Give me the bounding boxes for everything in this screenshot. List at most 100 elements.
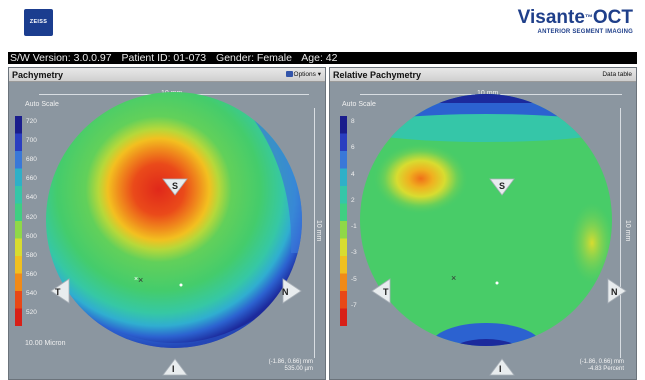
horizontal-dimension-label: 10 mm: [475, 90, 501, 98]
nasal-label: N: [282, 287, 289, 297]
left-color-scale: [15, 116, 22, 326]
crosshair-marker: ×: [134, 276, 138, 283]
scale-swatch: [340, 273, 347, 292]
scale-swatch: [15, 308, 22, 326]
patient-info-bar: S/W Version: 3.0.0.97 Patient ID: 01-073…: [8, 52, 637, 64]
scale-swatch: [340, 133, 347, 152]
panel-titlebar: Pachymetry Options ▾: [9, 68, 325, 82]
vertical-dimension-line: [620, 108, 621, 358]
temporal-label: T: [383, 287, 389, 297]
pachymetry-panel: Pachymetry Options ▾ Auto Scale 10 mm 10…: [8, 67, 326, 380]
cursor-readout: (-1.86, 0.66) mm 535.00 µm: [269, 359, 313, 373]
scale-swatch: [15, 116, 22, 134]
data-table-button[interactable]: Data table: [602, 71, 632, 78]
scale-swatch: [15, 203, 22, 222]
scale-tick-label: 560: [26, 270, 37, 278]
header: ZEISS Visante™OCT ANTERIOR SEGMENT IMAGI…: [0, 0, 645, 52]
relative-map-disc: [360, 94, 612, 346]
scale-step-label: 10.00 Micron: [25, 340, 66, 347]
options-icon: [285, 71, 293, 77]
scale-tick-label: -5: [351, 275, 357, 283]
scale-tick-label: -3: [351, 249, 357, 257]
scale-swatch: [340, 308, 347, 326]
center-marker-x: ×: [138, 275, 143, 285]
zeiss-logo: ZEISS: [24, 9, 53, 36]
panel-title: Relative Pachymetry: [333, 70, 422, 80]
apex-dot: [495, 281, 499, 285]
brand: Visante™OCT ANTERIOR SEGMENT IMAGING: [517, 7, 633, 36]
scale-swatch: [15, 221, 22, 239]
panel-title: Pachymetry: [12, 70, 64, 80]
scale-tick-label: 6: [351, 144, 355, 152]
scale-swatch: [15, 168, 22, 187]
nasal-label: N: [611, 287, 618, 297]
auto-scale-label: Auto Scale: [342, 101, 376, 108]
scale-tick-label: -7: [351, 301, 357, 309]
scale-tick-label: 2: [351, 196, 355, 204]
temporal-label: T: [55, 287, 61, 297]
scale-tick-label: -1: [351, 223, 357, 230]
panel-titlebar: Relative Pachymetry Data table: [330, 68, 636, 82]
options-button[interactable]: Options ▾: [285, 69, 321, 81]
scale-tick-label: 580: [26, 251, 37, 259]
center-marker-x: ×: [451, 273, 456, 283]
scale-swatch: [340, 203, 347, 222]
relative-pachymetry-panel: Relative Pachymetry Data table Auto Scal…: [329, 67, 637, 380]
relative-pachymetry-map[interactable]: × S I T N: [330, 83, 638, 380]
superior-label: S: [499, 181, 505, 191]
scale-tick-label: 520: [26, 308, 37, 316]
nasal-marker: [607, 278, 627, 304]
scale-tick-label: 660: [26, 175, 37, 183]
apex-dot: [179, 283, 183, 287]
superior-label: S: [172, 181, 178, 191]
scale-tick-label: 720: [26, 118, 37, 125]
scale-swatch: [340, 116, 347, 134]
readout-value: -4.83 Percent: [587, 366, 624, 372]
cursor-readout: (-1.86, 0.66) mm -4.83 Percent: [580, 359, 624, 373]
software-version: S/W Version: 3.0.0.97: [10, 52, 112, 64]
scale-tick-label: 680: [26, 156, 37, 164]
scale-tick-label: 8: [351, 118, 355, 125]
vertical-dimension-line: [314, 108, 315, 358]
right-color-scale: [340, 116, 347, 326]
auto-scale-label: Auto Scale: [25, 101, 59, 108]
thickness-map-disc: [46, 92, 302, 348]
scale-swatch: [15, 256, 22, 274]
inferior-marker: [162, 358, 188, 376]
scale-swatch: [340, 291, 347, 309]
scale-tick-label: 700: [26, 137, 37, 145]
scale-swatch: [340, 256, 347, 274]
logo-text: ZEISS: [29, 19, 48, 25]
scale-swatch: [15, 273, 22, 292]
nasal-marker: [282, 278, 302, 304]
scale-swatch: [340, 238, 347, 257]
inferior-label: I: [172, 364, 175, 374]
patient-id: Patient ID: 01-073: [121, 52, 207, 64]
scale-swatch: [15, 238, 22, 257]
brand-tagline: ANTERIOR SEGMENT IMAGING: [537, 29, 633, 35]
temporal-marker: [371, 278, 391, 304]
superior-marker: [162, 178, 188, 196]
readout-position: (-1.86, 0.66) mm: [579, 359, 624, 365]
inferior-marker: [489, 358, 515, 376]
age: Age: 42: [301, 52, 338, 64]
scale-swatch: [340, 221, 347, 239]
superior-marker: [489, 178, 515, 196]
scale-tick-label: 640: [26, 194, 37, 202]
readout-position: (-1.86, 0.66) mm: [268, 359, 313, 365]
scale-swatch: [15, 133, 22, 152]
scale-swatch: [15, 291, 22, 309]
readout-value: 535.00 µm: [284, 366, 313, 372]
scale-swatch: [340, 186, 347, 204]
temporal-marker: [50, 278, 70, 304]
scale-swatch: [15, 151, 22, 169]
brand-name: Visante™OCT: [517, 7, 633, 28]
inferior-label: I: [499, 364, 502, 374]
scale-tick-label: 4: [351, 170, 355, 178]
pachymetry-map[interactable]: × × S I T N: [9, 83, 327, 380]
scale-tick-label: 620: [26, 213, 37, 221]
scale-swatch: [15, 186, 22, 204]
scale-swatch: [340, 168, 347, 187]
scale-swatch: [340, 151, 347, 169]
